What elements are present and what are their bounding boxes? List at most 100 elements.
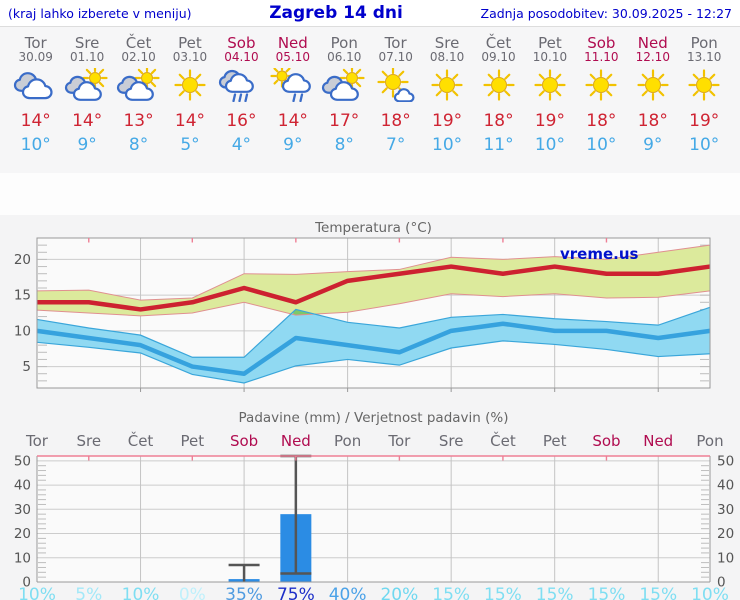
- day-column[interactable]: Čet 02.10 13° 8°: [113, 35, 164, 173]
- day-column[interactable]: Ned 12.10 18° 9°: [627, 35, 678, 173]
- date-label: 06.10: [327, 50, 362, 64]
- probability-label: 10%: [691, 585, 729, 600]
- weekday-label: Ned: [277, 34, 308, 52]
- weekday-label: Pon: [690, 34, 718, 52]
- date-label: 12.10: [635, 50, 670, 64]
- day-label: Sre: [439, 432, 464, 450]
- min-temp: 10°: [432, 135, 463, 155]
- sunny-icon: [421, 68, 472, 102]
- sun-shape: [637, 69, 669, 101]
- max-temp: 16°: [226, 111, 257, 131]
- weekday-label: Tor: [24, 34, 47, 52]
- day-column[interactable]: Ned 05.10 14° 9°: [267, 35, 318, 173]
- weekday-label: Tor: [384, 34, 407, 52]
- probability-label: 15%: [588, 585, 626, 600]
- min-temp: 10°: [586, 135, 617, 155]
- day-column[interactable]: Pon 06.10 17° 8°: [319, 35, 370, 173]
- weekday-label: Ned: [637, 34, 668, 52]
- day-label: Pet: [543, 432, 567, 450]
- sunny-icon: [473, 68, 524, 102]
- probability-label: 20%: [380, 585, 418, 600]
- weekday-label: Pet: [178, 34, 202, 52]
- y-axis-label: 10: [14, 550, 31, 566]
- weekday-label: Čet: [485, 34, 512, 52]
- day-column[interactable]: Sre 01.10 14° 9°: [61, 35, 112, 173]
- probability-label: 40%: [329, 585, 367, 600]
- min-temp: 11°: [483, 135, 514, 155]
- day-label: Ned: [643, 432, 673, 450]
- day-column[interactable]: Pon 13.10 19° 10°: [678, 35, 729, 173]
- day-column[interactable]: Sre 08.10 19° 10°: [421, 35, 472, 173]
- day-column[interactable]: Tor 30.09 14° 10°: [10, 35, 61, 173]
- day-label: Tor: [387, 432, 411, 450]
- y-axis-label: 20: [14, 252, 31, 268]
- day-column[interactable]: Pet 10.10 19° 10°: [524, 35, 575, 173]
- sun-shape: [174, 69, 206, 101]
- day-column[interactable]: Sob 11.10 18° 10°: [576, 35, 627, 173]
- y-axis-label: 20: [717, 526, 734, 542]
- sun-shape: [585, 69, 617, 101]
- max-temp: 14°: [72, 111, 103, 131]
- day-label: Pon: [696, 432, 723, 450]
- temp-min-band: [37, 307, 710, 383]
- day-label: Tor: [25, 432, 49, 450]
- date-label: 13.10: [687, 50, 722, 64]
- sunny-icon: [627, 68, 678, 102]
- probability-label: 15%: [639, 585, 677, 600]
- min-temp: 10°: [534, 135, 565, 155]
- weekday-label: Sre: [434, 34, 460, 52]
- max-temp-line: [37, 264, 711, 312]
- max-band-edge: [36, 290, 711, 317]
- plot-border: [36, 237, 711, 389]
- y-axis-label: 40: [717, 478, 734, 494]
- probability-label: 15%: [484, 585, 522, 600]
- date-label: 01.10: [69, 50, 105, 64]
- precipitation-chart: Padavine (mm) / Verjetnost padavin (%) To…: [14, 410, 734, 600]
- y-axis-label: 30: [14, 502, 31, 518]
- sunny-icon: [678, 68, 729, 102]
- max-temp: 19°: [689, 111, 720, 131]
- min-band-edge: [36, 306, 711, 358]
- y-axis-label: 15: [14, 288, 31, 304]
- day-label: Čet: [490, 431, 516, 450]
- min-temp: 4°: [231, 135, 252, 155]
- min-temp: 5°: [180, 135, 200, 155]
- day-column[interactable]: Sob 04.10 16° 4°: [216, 35, 267, 173]
- probability-label: 0%: [179, 585, 206, 600]
- probability-label: 75%: [277, 585, 315, 600]
- min-temp: 8°: [334, 135, 354, 155]
- day-column[interactable]: Tor 07.10 18° 7°: [370, 35, 421, 173]
- min-temp: 7°: [386, 135, 406, 155]
- day-label: Ned: [281, 432, 311, 450]
- day-column[interactable]: Čet 09.10 18° 11°: [473, 35, 524, 173]
- y-axis-label: 30: [717, 502, 734, 518]
- max-temp: 14°: [277, 111, 308, 131]
- min-temp-line: [36, 321, 711, 376]
- mostlysunny-icon: [370, 66, 421, 103]
- y-axis-label: 40: [14, 478, 31, 494]
- charts-section: 5 10 15 20 Temperatura (°C) vreme.us Padavine…: [0, 215, 740, 600]
- day-label: Sob: [230, 432, 258, 450]
- max-temp: 18°: [483, 111, 514, 131]
- y-axis-label: 10: [14, 323, 31, 339]
- header: (kraj lahko izberete v meniju) Zagreb 14…: [0, 0, 740, 27]
- menu-hint: (kraj lahko izberete v meniju): [8, 5, 192, 21]
- probability-label: 35%: [225, 585, 263, 600]
- date-label: 11.10: [584, 50, 619, 64]
- day-column[interactable]: Pet 03.10 14° 5°: [164, 35, 215, 173]
- partly-icon: [61, 65, 112, 102]
- y-axis-label: 5: [22, 359, 31, 375]
- date-label: 10.10: [532, 50, 568, 64]
- min-band-edge: [36, 340, 711, 384]
- vreme-us-watermark[interactable]: vreme.us: [560, 245, 639, 263]
- sunny-icon: [524, 68, 575, 102]
- y-axis-label: 50: [717, 453, 734, 469]
- weekday-label: Sob: [227, 34, 256, 52]
- max-temp: 14°: [20, 111, 51, 131]
- y-axis-label: 0: [717, 575, 726, 591]
- forecast-table: Tor 30.09 14° 10° Sre 01.10 14° 9° Čet 02.10 13° 8°…: [0, 27, 740, 173]
- weekday-label: Sob: [587, 34, 616, 52]
- spacer: [0, 173, 740, 215]
- sunny-icon: [164, 68, 215, 102]
